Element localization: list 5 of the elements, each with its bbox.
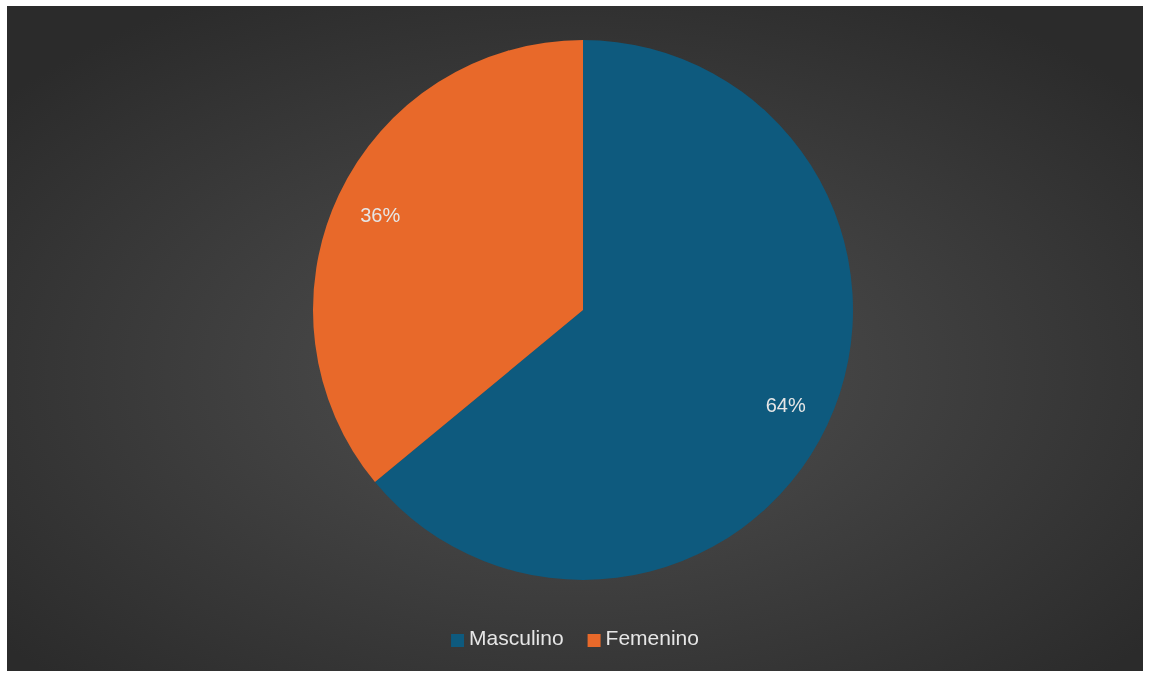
data-label: 64%: [765, 394, 806, 417]
legend-label: Masculino: [469, 626, 564, 649]
pie-slice: [313, 40, 583, 483]
legend-label: Femenino: [605, 626, 699, 649]
data-label: 36%: [360, 203, 401, 226]
